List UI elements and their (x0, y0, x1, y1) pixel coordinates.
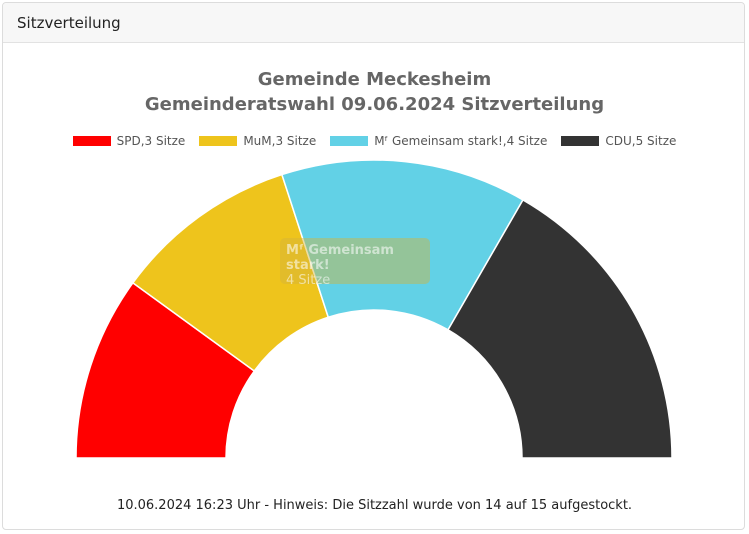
legend-item-cdu[interactable]: CDU,5 Sitze (561, 134, 676, 148)
legend-item-gemeinsam-stark[interactable]: Mᶠ Gemeinsam stark!,4 Sitze (330, 134, 547, 148)
legend-item-spd[interactable]: SPD,3 Sitze (72, 134, 186, 148)
chart-legend: SPD,3 Sitze MuM,3 Sitze Mᶠ Gemeinsam sta… (3, 134, 746, 148)
seat-chart (75, 159, 673, 459)
tooltip-title: Mᶠ Gemeinsam stark! (286, 243, 394, 273)
tooltip-value: 4 Sitze (286, 273, 331, 288)
chart-tooltip: Mᶠ Gemeinsam stark! 4 Sitze (280, 238, 430, 288)
chart-subtitle: Gemeinderatswahl 09.06.2024 Sitzverteilu… (144, 94, 605, 115)
legend-swatch (330, 136, 369, 146)
legend-swatch (561, 136, 600, 146)
legend-item-mum[interactable]: MuM,3 Sitze (199, 134, 316, 148)
chart-title: Gemeinde Meckesheim (257, 69, 492, 90)
segment-cdu[interactable] (446, 198, 673, 459)
legend-label: Mᶠ Gemeinsam stark!,4 Sitze (374, 134, 548, 148)
panel-header: Sitzverteilung (3, 3, 744, 43)
legend-label: MuM,3 Sitze (243, 134, 317, 148)
footer-note: 10.06.2024 16:23 Uhr - Hinweis: Die Sitz… (116, 498, 633, 513)
segment-gemeinsam-stark[interactable] (280, 159, 525, 331)
legend-label: CDU,5 Sitze (605, 134, 677, 148)
legend-swatch (72, 136, 111, 146)
legend-label: SPD,3 Sitze (116, 134, 186, 148)
legend-swatch (199, 136, 238, 146)
